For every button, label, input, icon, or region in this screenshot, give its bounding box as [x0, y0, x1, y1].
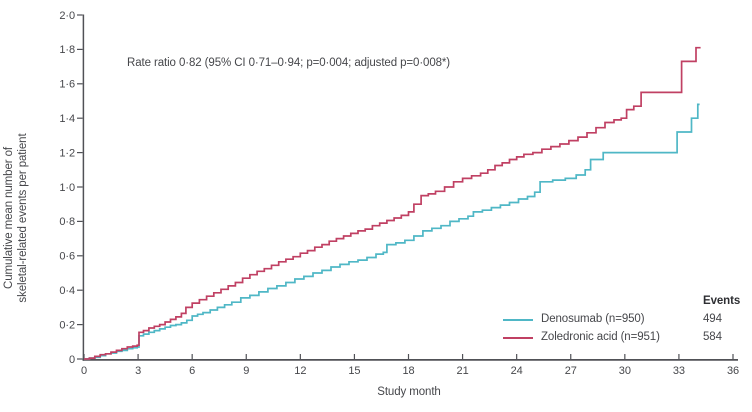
denosumab-legend-swatch: [503, 318, 533, 321]
x-tick-label: 0: [81, 365, 87, 377]
y-tick-label: 2·0: [59, 10, 75, 22]
denosumab-curve: [84, 103, 700, 360]
y-tick-label: 1·4: [59, 113, 75, 125]
x-tick-label: 12: [294, 365, 306, 377]
y-axis-title-line2: skeletal-related events per patient: [17, 133, 29, 303]
y-tick-label: 0·2: [59, 319, 75, 331]
denosumab-events-value: 494: [703, 313, 722, 325]
x-tick-label: 3: [135, 365, 141, 377]
y-tick-label: 1·2: [59, 147, 75, 159]
legend: Events Denosumab (n=950) 494 Zoledronic …: [503, 292, 752, 346]
y-tick-label: 0·4: [59, 285, 75, 297]
x-tick-label: 9: [243, 365, 249, 377]
y-axis-title: Cumulative mean number of skeletal-relat…: [2, 73, 30, 363]
y-tick-label: 1·0: [59, 182, 75, 194]
y-tick-label: 1·8: [59, 44, 75, 56]
x-tick-label: 24: [511, 365, 523, 377]
zoledronic-acid-events-value: 584: [703, 331, 722, 343]
x-tick-label: 30: [619, 365, 631, 377]
x-tick-label: 21: [457, 365, 469, 377]
denosumab-legend-label: Denosumab (n=950): [541, 313, 645, 325]
legend-events-header: Events: [703, 295, 741, 307]
y-tick-label: 1·6: [59, 79, 75, 91]
x-tick-label: 18: [402, 365, 414, 377]
y-axis-title-line1: Cumulative mean number of: [3, 147, 15, 289]
zoledronic-acid-legend-label: Zoledronic acid (n=951): [541, 331, 660, 343]
y-tick-label: 0: [69, 354, 75, 366]
zoledronic-acid-legend-swatch: [503, 336, 533, 339]
rate-ratio-annotation: Rate ratio 0·82 (95% CI 0·71–0·94; p=0·0…: [127, 57, 451, 69]
y-tick-label: 0·8: [59, 216, 75, 228]
y-tick-label: 0·6: [59, 251, 75, 263]
zoledronic-acid-curve: [84, 46, 701, 360]
x-tick-label: 33: [673, 365, 685, 377]
x-axis-title: Study month: [377, 386, 441, 398]
x-tick-label: 27: [565, 365, 577, 377]
x-tick-label: 36: [727, 365, 739, 377]
x-tick-label: 6: [189, 365, 195, 377]
x-tick-label: 15: [348, 365, 360, 377]
